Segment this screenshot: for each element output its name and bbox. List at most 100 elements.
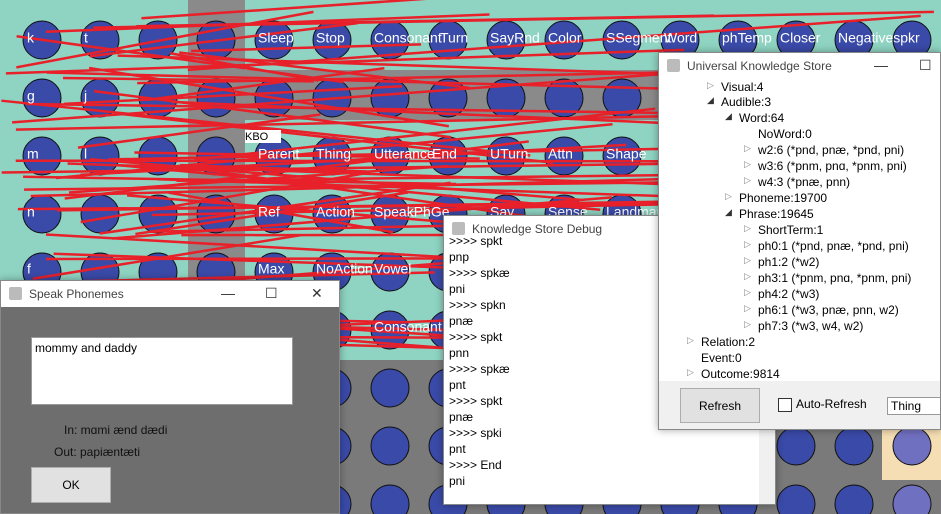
tree-item[interactable]: ph7:3 (*w3, w4, w2) [758,319,864,333]
node-label: Ref [258,204,280,220]
node-label: Attn [548,146,573,162]
node [22,78,62,118]
expander[interactable]: ◢ [725,111,732,121]
tree-item[interactable]: Word:64 [739,111,785,125]
auto-refresh-label: Auto-Refresh [796,397,867,411]
tree-view: ▷ Visual:4 ◢ Audible:3 ◢ Word:64 NoWord:0 ▷ w2:6… [659,79,940,381]
link [77,113,321,149]
expander[interactable]: ▷ [744,287,751,297]
ok-button[interactable]: OK [31,467,111,503]
expander[interactable]: ▷ [744,271,751,281]
tree-item[interactable]: Visual:4 [721,80,764,94]
search-box[interactable]: Thing [887,397,940,415]
title-bar: Speak Phonemes — ☐ ✕ [1,281,339,307]
expander[interactable]: ▷ [744,143,751,153]
link [55,122,613,180]
expander[interactable]: ◢ [707,95,714,105]
expander[interactable]: ▷ [744,175,751,185]
maximize[interactable]: ☐ [919,57,932,73]
log-line: pnp [449,250,470,264]
tree-item[interactable]: w2:6 (*pnd, pnæ, *pnd, pni) [758,143,905,157]
expander[interactable]: ▷ [687,335,694,345]
node-label: Thing [316,146,351,162]
node [892,484,932,514]
node [776,484,816,514]
node-label: Consonant [374,319,442,335]
maximize[interactable]: ☐ [265,285,278,301]
tree-item[interactable]: Event:0 [701,351,742,365]
log-line: pni [449,282,466,296]
expander[interactable]: ▷ [687,367,694,377]
link [26,102,754,116]
node-label: t [84,30,88,46]
link [93,10,934,29]
log-line: pnt [449,378,466,392]
tree-item[interactable]: ph3:1 (*pnm, pnɑ, *pnm, pni) [758,271,912,285]
expander[interactable]: ▷ [744,239,751,249]
tree-item[interactable]: ph1:2 (*w2) [758,255,820,269]
expander[interactable]: ▷ [707,80,714,90]
node-label: Word [664,30,697,46]
refresh-button[interactable]: Refresh [680,388,760,423]
node-label: Stop [316,30,345,46]
expander[interactable]: ◢ [725,207,732,217]
log-line: pni [449,474,466,488]
link [80,143,627,177]
node [22,136,62,176]
node [80,194,120,234]
tree-item[interactable]: Relation:2 [701,335,756,349]
log-line: >>>> spkt [449,330,503,344]
tree-item[interactable]: ph4:2 (*w3) [758,287,820,301]
title-bar: Universal Knowledge Store — ☐ [659,53,940,79]
node-label: Sleep [258,30,294,46]
link [64,84,403,106]
node-label: Negativespkr [838,30,920,46]
log-line: >>>> spkt [449,234,503,248]
expander[interactable]: ▷ [744,303,751,313]
tree-item[interactable]: ph6:1 (*w3, pnæ, pnn, w2) [758,303,899,317]
node-label: Parent [258,146,299,162]
tree-item[interactable]: Phoneme:19700 [739,191,828,205]
expander[interactable]: ▷ [744,223,751,233]
link [1,99,531,157]
expander[interactable]: ▷ [725,191,732,201]
tree-item[interactable]: w3:6 (*pnm, pnɑ, *pnm, pni) [758,159,907,173]
tree-item[interactable]: ShortTerm:1 [758,223,824,237]
tree-item[interactable]: ph0:1 (*pnd, pnæ, *pnd, pni) [758,239,909,253]
node-label: n [27,204,35,220]
tree-item[interactable]: Audible:3 [721,95,772,109]
expander[interactable]: ▷ [744,255,751,265]
node [370,426,410,466]
node-label: End [432,146,457,162]
node-label: KBO [245,131,269,143]
minimize[interactable]: — [874,57,888,73]
node [892,426,932,466]
node-label: phTemp [722,30,772,46]
minimize[interactable]: — [221,285,235,301]
checkbox[interactable] [778,398,792,412]
node-label: Closer [780,30,821,46]
node-label: UTurn [490,146,528,162]
log-line: pnn [449,346,470,360]
tree-item[interactable]: Outcome:9814 [701,367,780,381]
tree-item[interactable]: Phrase:19645 [739,207,814,221]
input-box[interactable]: mommy and daddy [31,337,293,405]
node [834,484,874,514]
node [196,78,236,118]
log-line: >>>> spkæ [449,362,510,376]
node-label: SSegment [606,30,671,46]
out-text: Out: papiæntæti [54,445,141,459]
node [776,426,816,466]
node-label: Vowel [374,261,411,277]
node-label: Color [548,30,582,46]
expander[interactable]: ▷ [744,319,751,329]
link [12,64,775,124]
tree-item[interactable]: NoWord:0 [758,127,812,141]
close[interactable]: ✕ [311,285,323,301]
tree-item[interactable]: w4:3 (*pnæ, pnn) [758,175,851,189]
expander[interactable]: ▷ [744,159,751,169]
log-line: >>>> spkn [449,298,506,312]
link [80,171,371,224]
node-label: Shape [606,146,647,162]
